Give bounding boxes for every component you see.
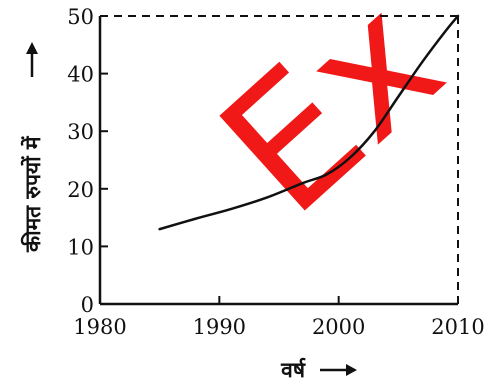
x-tick-label: 1990	[193, 315, 246, 339]
x-tick-label: 2000	[312, 315, 365, 339]
y-tick-label: 30	[67, 120, 94, 144]
x-tick-label: 1980	[73, 315, 126, 339]
y-tick-label: 50	[67, 5, 94, 29]
y-axis-title: कीमत रुपयों में	[20, 135, 45, 253]
y-tick-label: 20	[67, 178, 94, 202]
y-tick-label: 0	[81, 293, 94, 317]
watermark-text: Ex	[184, 0, 479, 253]
x-axis-title: वर्ष	[280, 357, 306, 382]
x-tick-label: 2010	[431, 315, 484, 339]
y-tick-label: 10	[67, 235, 94, 259]
x-axis-arrow-icon	[320, 364, 357, 376]
y-tick-label: 40	[67, 63, 94, 87]
series-line	[158, 14, 460, 231]
y-axis-arrow-icon	[26, 42, 38, 77]
